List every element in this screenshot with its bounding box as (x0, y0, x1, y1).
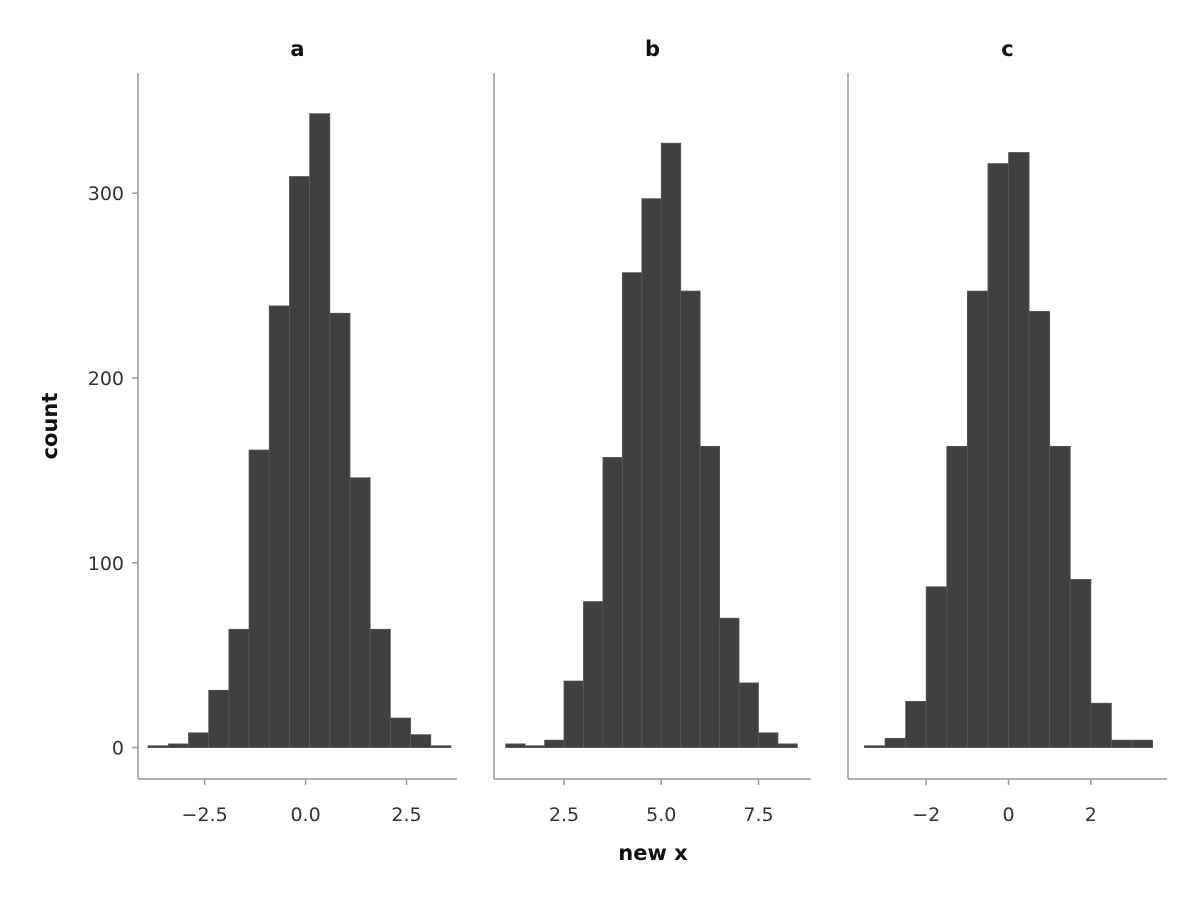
histogram-bar (680, 290, 701, 748)
histogram-bar (167, 743, 189, 748)
facet-panel-a: a −2.5 0.0 2.5 (137, 37, 457, 826)
y-axis-title: count (38, 393, 62, 460)
histogram-bar (660, 142, 682, 748)
histogram-bar (524, 745, 545, 748)
facet-panel-b: b 2.5 5.0 7.5 (493, 37, 811, 826)
histogram-bar (1008, 152, 1030, 748)
histogram-bar (389, 717, 411, 748)
histogram-bar (738, 682, 759, 748)
y-tick-label: 200 (88, 368, 124, 390)
histogram-bar (188, 732, 210, 748)
histogram-bar (544, 739, 565, 748)
histogram-bar (583, 601, 604, 748)
histogram-bar (289, 176, 311, 748)
histogram-bar (925, 586, 948, 748)
histogram-bar (884, 737, 907, 748)
histogram-bar (248, 449, 270, 748)
histogram-bar (946, 445, 968, 748)
histogram-bar (329, 312, 351, 748)
histogram-bar (208, 689, 230, 748)
x-axis-title: new x (618, 841, 688, 865)
histogram-bar (905, 700, 927, 748)
x-tick-label: −2 (912, 804, 940, 826)
histogram-bar (268, 305, 290, 748)
x-tick-label: 2.5 (391, 804, 421, 826)
x-tick-label: 7.5 (743, 804, 773, 826)
x-tick-label: 2.5 (549, 804, 579, 826)
histogram-bar (228, 628, 250, 748)
panel-title: a (290, 37, 304, 61)
histogram-bar (966, 290, 989, 748)
histogram-bar (309, 113, 331, 748)
histogram-bar (349, 477, 371, 748)
y-tick-label: 100 (88, 553, 124, 575)
facet-panel-c: c −2 0 2 (847, 37, 1167, 826)
histogram-bar (410, 734, 432, 748)
panel-title: b (645, 37, 660, 61)
histogram-bar (505, 743, 526, 748)
histogram-bar (1131, 739, 1153, 748)
x-tick-label: −2.5 (182, 804, 228, 826)
y-axis: 0 100 200 300 (88, 183, 138, 760)
panel-title: c (1001, 37, 1013, 61)
histogram-bar (147, 745, 169, 748)
histogram-bar (1111, 739, 1133, 748)
x-tick-label: 5.0 (646, 804, 676, 826)
histogram-bar (430, 745, 452, 748)
histogram-bar (758, 732, 779, 748)
x-tick-label: 2 (1085, 804, 1097, 826)
histogram-bar (1028, 311, 1051, 748)
histogram-bar (864, 745, 886, 748)
histogram-bar (699, 445, 720, 748)
histogram-bar (777, 743, 798, 748)
histogram-bar (1090, 702, 1112, 748)
histogram-bar (987, 163, 1009, 748)
x-tick-label: 0.0 (290, 804, 320, 826)
panels-group: a −2.5 0.0 2.5 b 2.5 5.0 7.5 c −2 0 2 (137, 37, 1167, 826)
histogram-bar (641, 198, 662, 748)
histogram-bar (1049, 445, 1071, 748)
y-tick-label: 300 (88, 183, 124, 205)
histogram-bar (1069, 578, 1092, 748)
histogram-bar (719, 617, 740, 748)
x-tick-label: 0 (1002, 804, 1014, 826)
histogram-bar (602, 457, 623, 748)
y-tick-label: 0 (112, 738, 124, 760)
histogram-bar (621, 272, 643, 748)
histogram-bar (369, 628, 391, 748)
histogram-bar (563, 680, 584, 748)
